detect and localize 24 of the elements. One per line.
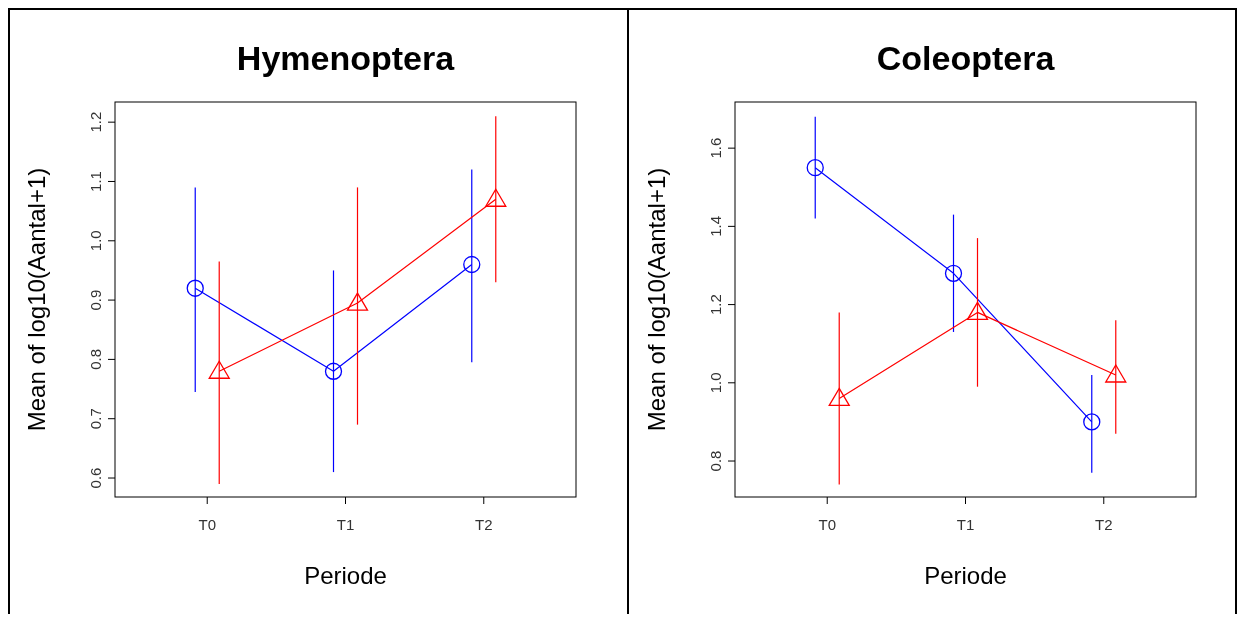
y-axis-title: Mean of log10(Aantal+1) bbox=[23, 167, 50, 432]
y-tick-label: 0.8 bbox=[707, 450, 724, 472]
y-tick-label: 1.2 bbox=[87, 111, 104, 133]
chart-title: Hymenoptera bbox=[236, 39, 456, 77]
x-tick-label: T0 bbox=[818, 516, 836, 533]
x-tick-label: T0 bbox=[198, 516, 216, 533]
y-tick-label: 0.6 bbox=[87, 467, 104, 489]
x-axis-title: Periode bbox=[924, 562, 1007, 589]
chart-title: Coleoptera bbox=[876, 39, 1056, 77]
x-tick-label: T2 bbox=[475, 516, 493, 533]
x-tick-label: T1 bbox=[956, 516, 975, 533]
y-tick-label: 1.0 bbox=[707, 372, 724, 394]
y-tick-label: 0.9 bbox=[87, 289, 104, 311]
x-axis-title: Periode bbox=[304, 562, 387, 589]
y-axis-title: Mean of log10(Aantal+1) bbox=[643, 167, 670, 432]
y-tick-label: 1.2 bbox=[707, 294, 724, 316]
y-tick-label: 1.6 bbox=[707, 137, 724, 159]
y-tick-label: 1.0 bbox=[87, 230, 104, 252]
y-tick-label: 1.4 bbox=[707, 215, 724, 237]
x-tick-label: T2 bbox=[1095, 516, 1113, 533]
y-tick-label: 0.7 bbox=[87, 408, 104, 430]
y-tick-label: 0.8 bbox=[87, 348, 104, 370]
y-tick-label: 1.1 bbox=[87, 171, 104, 192]
x-tick-label: T1 bbox=[336, 516, 355, 533]
